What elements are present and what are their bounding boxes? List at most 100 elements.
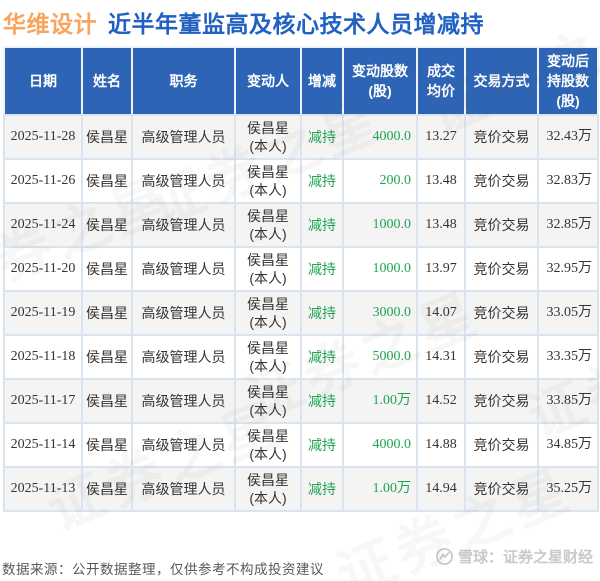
brand-credit: 雪球：证券之星财经 (435, 546, 593, 567)
cell-shares-after: 35.25万 (537, 466, 599, 512)
cell-shares: 3000.0 (342, 290, 418, 336)
page-title: 华维设计 近半年董监高及核心技术人员增减持 (0, 0, 600, 39)
cell-changer: 侯昌星 (本人) (234, 202, 302, 248)
cell-name: 侯昌星 (81, 422, 133, 468)
cell-shares: 5000.0 (342, 334, 418, 380)
cell-position: 高级管理人员 (131, 290, 236, 336)
cell-direction: 减持 (300, 422, 344, 468)
header-position: 职务 (131, 46, 236, 116)
table-row: 2025-11-19 侯昌星 高级管理人员 侯昌星 (本人) 减持 3000.0… (3, 290, 599, 336)
cell-shares-after: 32.95万 (537, 246, 599, 292)
cell-avg-price: 13.48 (416, 202, 466, 248)
header-shares-after: 变动后 持股数 (股) (537, 46, 599, 116)
cell-avg-price: 14.31 (416, 334, 466, 380)
header-method: 交易方式 (464, 46, 539, 116)
cell-shares-after: 32.43万 (537, 114, 599, 160)
cell-shares: 200.0 (342, 158, 418, 204)
cell-name: 侯昌星 (81, 158, 133, 204)
table-row: 2025-11-13 侯昌星 高级管理人员 侯昌星 (本人) 减持 1.00万 … (3, 466, 599, 512)
cell-name: 侯昌星 (81, 334, 133, 380)
cell-direction: 减持 (300, 158, 344, 204)
title-heading: 近半年董监高及核心技术人员增减持 (108, 11, 484, 37)
cell-direction: 减持 (300, 466, 344, 512)
header-date: 日期 (3, 46, 83, 116)
header-name: 姓名 (81, 46, 133, 116)
cell-shares-after: 33.35万 (537, 334, 599, 380)
cell-avg-price: 14.88 (416, 422, 466, 468)
table-row: 2025-11-14 侯昌星 高级管理人员 侯昌星 (本人) 减持 4000.0… (3, 422, 599, 468)
cell-name: 侯昌星 (81, 202, 133, 248)
cell-name: 侯昌星 (81, 114, 133, 160)
cell-method: 竞价交易 (464, 114, 539, 160)
cell-direction: 减持 (300, 334, 344, 380)
cell-date: 2025-11-14 (3, 422, 83, 468)
cell-changer: 侯昌星 (本人) (234, 334, 302, 380)
header-direction: 增减 (300, 46, 344, 116)
cell-shares: 1000.0 (342, 246, 418, 292)
table-row: 2025-11-24 侯昌星 高级管理人员 侯昌星 (本人) 减持 1000.0… (3, 202, 599, 248)
cell-shares: 1.00万 (342, 466, 418, 512)
holdings-change-table: 日期 姓名 职务 变动人 增减 变动股数 (股) 成交 均价 交易方式 变动后 … (3, 46, 599, 512)
table-row: 2025-11-26 侯昌星 高级管理人员 侯昌星 (本人) 减持 200.0 … (3, 158, 599, 204)
cell-method: 竞价交易 (464, 466, 539, 512)
cell-direction: 减持 (300, 114, 344, 160)
data-source-note: 数据来源：公开数据整理，仅供参考不构成投资建议 (2, 562, 324, 577)
cell-date: 2025-11-20 (3, 246, 83, 292)
table-row: 2025-11-17 侯昌星 高级管理人员 侯昌星 (本人) 减持 1.00万 … (3, 378, 599, 424)
cell-position: 高级管理人员 (131, 334, 236, 380)
cell-shares-after: 33.05万 (537, 290, 599, 336)
cell-method: 竞价交易 (464, 378, 539, 424)
cell-position: 高级管理人员 (131, 202, 236, 248)
cell-direction: 减持 (300, 378, 344, 424)
cell-shares-after: 32.83万 (537, 158, 599, 204)
xueqiu-logo-icon (435, 547, 454, 566)
table-row: 2025-11-28 侯昌星 高级管理人员 侯昌星 (本人) 减持 4000.0… (3, 114, 599, 160)
cell-date: 2025-11-17 (3, 378, 83, 424)
cell-method: 竞价交易 (464, 290, 539, 336)
cell-method: 竞价交易 (464, 334, 539, 380)
cell-method: 竞价交易 (464, 422, 539, 468)
cell-avg-price: 14.94 (416, 466, 466, 512)
cell-changer: 侯昌星 (本人) (234, 158, 302, 204)
cell-name: 侯昌星 (81, 290, 133, 336)
header-shares: 变动股数 (股) (342, 46, 418, 116)
cell-date: 2025-11-18 (3, 334, 83, 380)
cell-shares-after: 34.85万 (537, 422, 599, 468)
cell-changer: 侯昌星 (本人) (234, 114, 302, 160)
cell-name: 侯昌星 (81, 378, 133, 424)
table-row: 2025-11-18 侯昌星 高级管理人员 侯昌星 (本人) 减持 5000.0… (3, 334, 599, 380)
cell-position: 高级管理人员 (131, 422, 236, 468)
cell-position: 高级管理人员 (131, 378, 236, 424)
brand-credit-text: 雪球：证券之星财经 (457, 549, 593, 566)
table-row: 2025-11-20 侯昌星 高级管理人员 侯昌星 (本人) 减持 1000.0… (3, 246, 599, 292)
cell-direction: 减持 (300, 202, 344, 248)
cell-date: 2025-11-13 (3, 466, 83, 512)
cell-shares: 4000.0 (342, 422, 418, 468)
cell-shares: 1.00万 (342, 378, 418, 424)
cell-changer: 侯昌星 (本人) (234, 246, 302, 292)
cell-avg-price: 13.27 (416, 114, 466, 160)
cell-method: 竞价交易 (464, 202, 539, 248)
cell-changer: 侯昌星 (本人) (234, 378, 302, 424)
cell-avg-price: 13.97 (416, 246, 466, 292)
cell-position: 高级管理人员 (131, 466, 236, 512)
cell-name: 侯昌星 (81, 246, 133, 292)
cell-changer: 侯昌星 (本人) (234, 422, 302, 468)
cell-changer: 侯昌星 (本人) (234, 466, 302, 512)
stock-name: 华维设计 (3, 11, 97, 37)
cell-shares: 1000.0 (342, 202, 418, 248)
cell-position: 高级管理人员 (131, 158, 236, 204)
cell-date: 2025-11-26 (3, 158, 83, 204)
header-changer: 变动人 (234, 46, 302, 116)
cell-avg-price: 14.52 (416, 378, 466, 424)
cell-changer: 侯昌星 (本人) (234, 290, 302, 336)
cell-shares-after: 33.85万 (537, 378, 599, 424)
cell-date: 2025-11-28 (3, 114, 83, 160)
cell-date: 2025-11-19 (3, 290, 83, 336)
cell-shares-after: 32.85万 (537, 202, 599, 248)
cell-date: 2025-11-24 (3, 202, 83, 248)
cell-direction: 减持 (300, 290, 344, 336)
cell-direction: 减持 (300, 246, 344, 292)
cell-name: 侯昌星 (81, 466, 133, 512)
